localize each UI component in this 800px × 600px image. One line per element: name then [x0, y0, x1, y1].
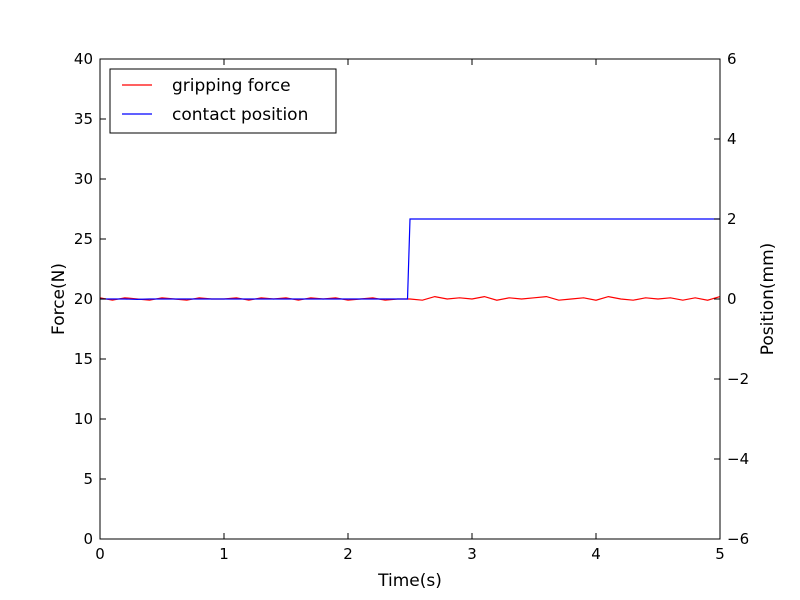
x-axis-label: Time(s) [377, 571, 442, 591]
x-tick-label: 4 [591, 545, 601, 563]
legend-box [109, 68, 337, 134]
right-y-tick-label: −6 [727, 530, 749, 548]
right-y-tick-label: 4 [727, 130, 737, 148]
x-tick-label: 3 [467, 545, 477, 563]
left-y-tick-label: 35 [74, 110, 93, 128]
right-y-tick-label: 2 [727, 210, 737, 228]
left-y-axis-label: Force(N) [49, 263, 69, 335]
x-tick-label: 1 [219, 545, 229, 563]
legend-label-contact-position: contact position [172, 105, 308, 125]
x-tick-label: 2 [343, 545, 353, 563]
right-y-tick-label: 6 [727, 50, 737, 68]
x-tick-label: 0 [95, 545, 105, 563]
series-layer [99, 218, 721, 301]
left-y-tick-label: 15 [74, 350, 93, 368]
right-y-tick-label: 0 [727, 290, 737, 308]
right-y-axis-label: Position(mm) [758, 243, 778, 356]
left-y-tick-label: 20 [74, 290, 93, 308]
left-y-tick-label: 5 [83, 470, 93, 488]
right-y-tick-label: −4 [727, 450, 749, 468]
x-axis-ticks: 0 1 2 3 4 5 [95, 59, 725, 563]
left-y-tick-label: 30 [74, 170, 93, 188]
left-y-tick-label: 40 [74, 50, 93, 68]
series-line-contact-position [100, 218, 720, 301]
legend: gripping force contact position [109, 68, 337, 134]
left-y-tick-label: 0 [83, 530, 93, 548]
left-y-axis-ticks: 0 5 10 15 20 25 30 35 40 [74, 50, 106, 548]
legend-label-gripping-force: gripping force [172, 76, 291, 96]
left-y-tick-label: 10 [74, 410, 93, 428]
right-y-axis-ticks: −6 −4 −2 0 2 4 6 [714, 50, 749, 548]
series-line-gripping-force [99, 295, 721, 301]
x-tick-label: 5 [715, 545, 725, 563]
left-y-tick-label: 25 [74, 230, 93, 248]
right-y-tick-label: −2 [727, 370, 749, 388]
